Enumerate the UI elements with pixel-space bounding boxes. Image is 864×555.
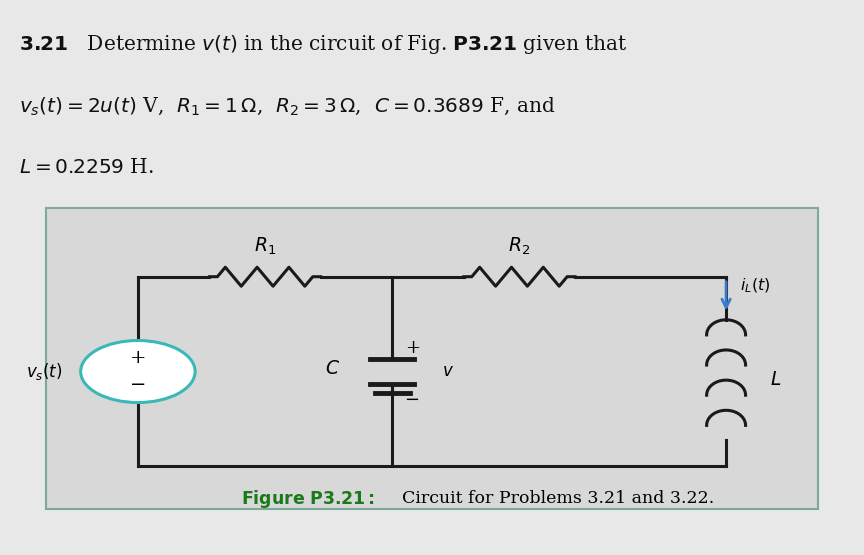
Text: $v_s(t) = 2u(t)$ V,  $R_1 = 1\,\Omega$,  $R_2 = 3\,\Omega$,  $C = 0.3689$ F, and: $v_s(t) = 2u(t)$ V, $R_1 = 1\,\Omega$, $…: [19, 95, 556, 117]
Text: $v$: $v$: [442, 363, 454, 380]
Text: Circuit for Problems 3.21 and 3.22.: Circuit for Problems 3.21 and 3.22.: [402, 490, 714, 507]
Text: $v_s(t)$: $v_s(t)$: [26, 361, 62, 382]
Text: $L$: $L$: [770, 371, 781, 389]
Text: $R_1$: $R_1$: [254, 236, 276, 258]
Text: $C$: $C$: [325, 360, 340, 379]
Text: $R_2$: $R_2$: [508, 236, 530, 258]
Text: $i_L(t)$: $i_L(t)$: [740, 277, 771, 295]
Circle shape: [80, 341, 195, 402]
Text: +: +: [404, 339, 420, 357]
Text: $L = 0.2259$ H.: $L = 0.2259$ H.: [19, 158, 154, 176]
Text: $\mathbf{Figure\ P3.21:}$ Circuit for Problems 3.21 and 3.22.: $\mathbf{Figure\ P3.21:}$ Circuit for Pr…: [0, 554, 1, 555]
Text: $\mathbf{Figure\ P3.21:}$: $\mathbf{Figure\ P3.21:}$: [241, 488, 375, 509]
Text: +: +: [130, 349, 146, 367]
Text: $\mathbf{3.21}$   Determine $v(t)$ in the circuit of Fig. $\mathbf{P3.21}$ given: $\mathbf{3.21}$ Determine $v(t)$ in the …: [19, 33, 628, 56]
Text: −: −: [130, 376, 146, 394]
Text: −: −: [404, 391, 420, 408]
Bar: [47, 208, 817, 509]
